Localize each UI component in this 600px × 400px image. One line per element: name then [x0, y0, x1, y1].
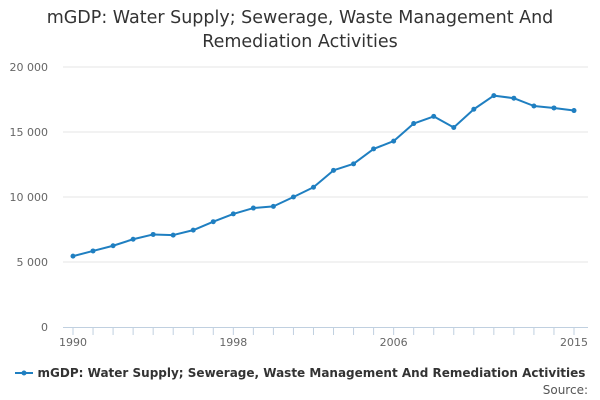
- data-point: [310, 184, 316, 190]
- data-point: [431, 113, 437, 119]
- legend: mGDP: Water Supply; Sewerage, Waste Mana…: [0, 364, 600, 382]
- data-point: [551, 105, 557, 111]
- chart-title-line-1: mGDP: Water Supply; Sewerage, Waste Mana…: [46, 8, 554, 28]
- x-tick-label: 2006: [380, 336, 408, 349]
- legend-line-marker-icon: [14, 370, 33, 376]
- x-axis: 1990 1998 2006 2015: [59, 327, 588, 349]
- y-tick-label: 20 000: [10, 61, 49, 74]
- source-label: Source:: [542, 383, 588, 397]
- data-point: [571, 108, 577, 114]
- chart-title: mGDP: Water Supply; Sewerage, Waste Mana…: [0, 6, 600, 54]
- data-point: [170, 232, 176, 238]
- data-point: [190, 227, 196, 233]
- data-point: [351, 161, 357, 167]
- data-point: [90, 248, 96, 254]
- data-point: [451, 124, 457, 130]
- y-tick-label: 5 000: [17, 256, 49, 269]
- data-point: [511, 95, 517, 101]
- x-tick-label: 1998: [219, 336, 247, 349]
- series-line: [72, 94, 575, 258]
- data-point: [491, 93, 497, 99]
- data-point: [110, 243, 116, 249]
- legend-label: mGDP: Water Supply; Sewerage, Waste Mana…: [37, 366, 586, 380]
- y-tick-label: 0: [41, 321, 48, 334]
- x-tick-label: 2015: [560, 336, 588, 349]
- data-point: [371, 146, 377, 152]
- data-point: [270, 203, 276, 209]
- y-tick-label: 15 000: [10, 126, 49, 139]
- y-axis: 0 5 000 10 000 15 000 20 000: [10, 61, 49, 334]
- data-point: [331, 167, 337, 173]
- data-point: [531, 103, 537, 109]
- data-point: [210, 219, 216, 225]
- data-point: [391, 138, 397, 144]
- data-point: [150, 231, 156, 237]
- data-point: [250, 205, 256, 211]
- y-tick-label: 10 000: [10, 191, 49, 204]
- x-tick-label: 1990: [59, 336, 87, 349]
- line-chart: 0 5 000 10 000 15 000 20 000 1990 1998 2006 201…: [10, 61, 588, 349]
- data-point: [230, 211, 236, 217]
- data-point: [471, 106, 477, 112]
- data-point: [130, 236, 136, 242]
- chart-title-line-2: Remediation Activities: [202, 32, 398, 52]
- legend-item[interactable]: mGDP: Water Supply; Sewerage, Waste Mana…: [14, 366, 586, 380]
- series-layer: [70, 93, 577, 259]
- gridlines: [63, 66, 588, 263]
- data-point: [411, 121, 417, 127]
- data-point: [290, 194, 296, 200]
- data-point: [70, 253, 76, 259]
